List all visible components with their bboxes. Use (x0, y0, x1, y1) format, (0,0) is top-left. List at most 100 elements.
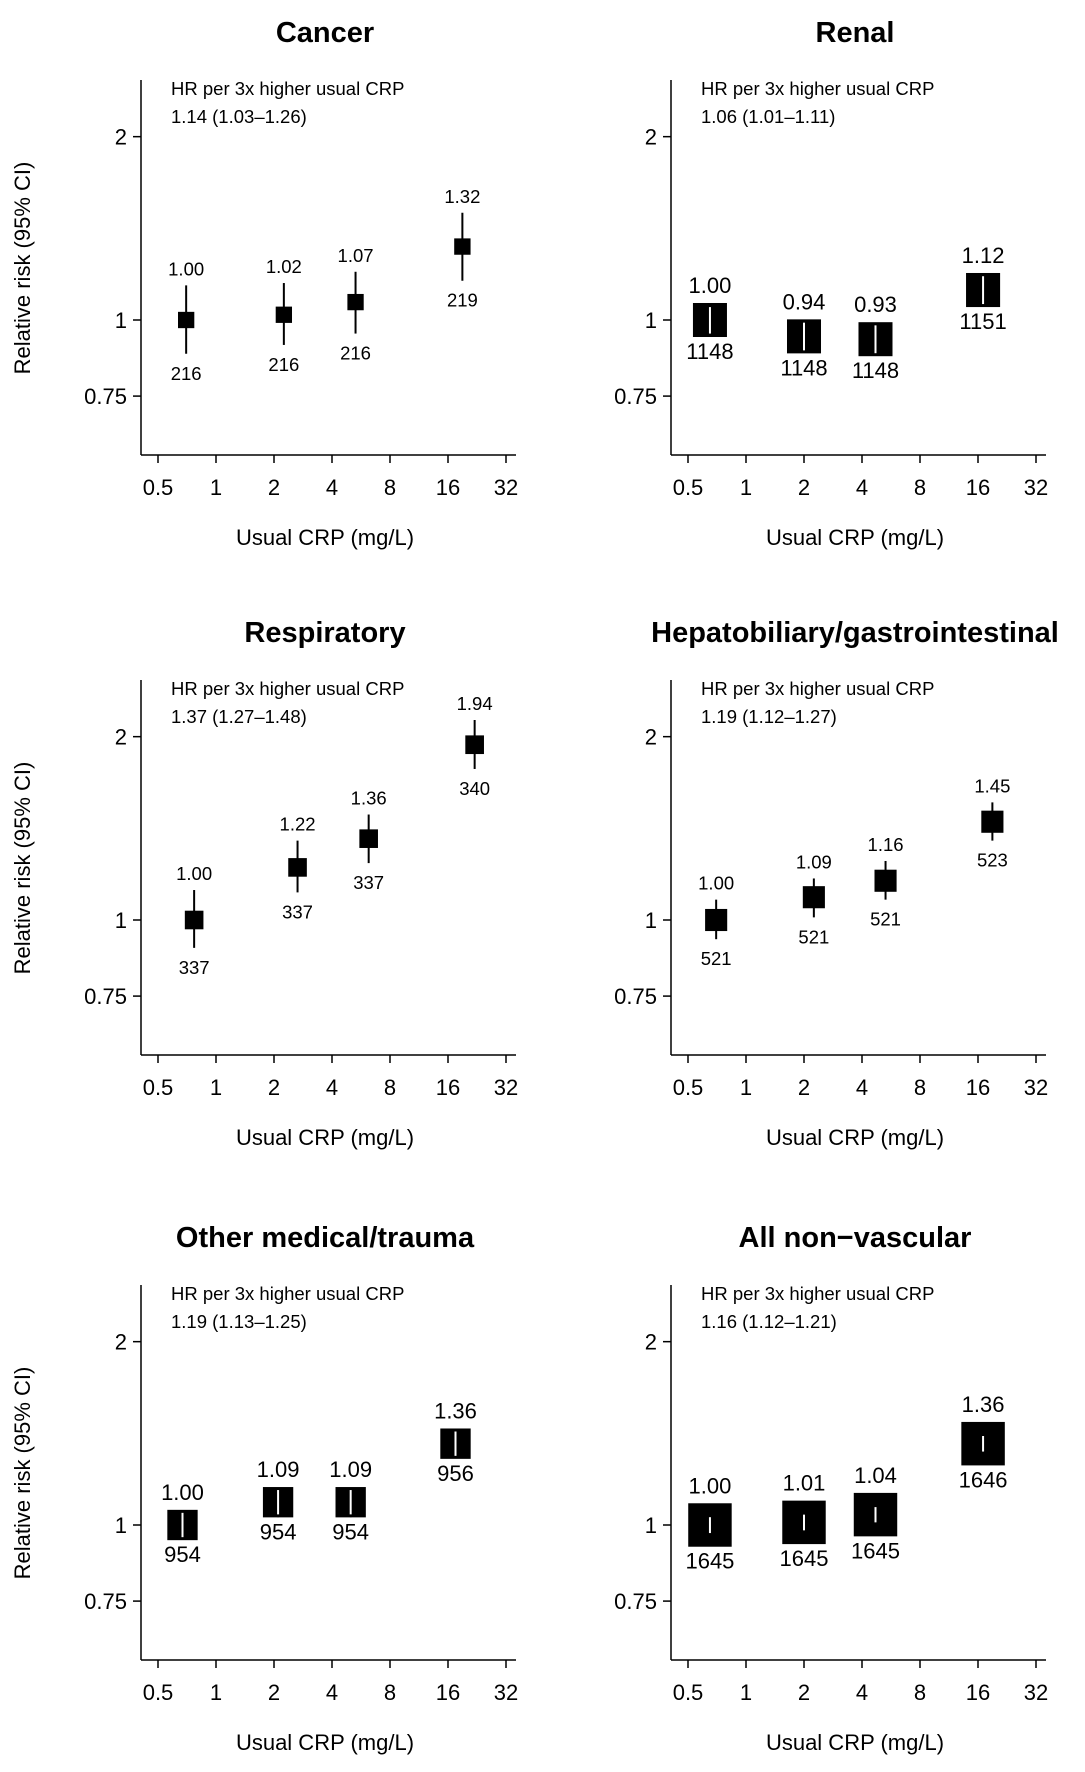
point-marker (275, 306, 293, 323)
y-tick-label: 1 (115, 1513, 127, 1538)
x-tick-label: 4 (326, 475, 338, 500)
x-tick-label: 32 (1024, 475, 1048, 500)
point-n-label: 337 (179, 957, 210, 978)
point-value-label: 1.00 (689, 273, 732, 298)
point-value-label: 1.00 (689, 1473, 732, 1498)
chart-panel: Cancer 0.75 1 2 0.5 1 2 4 8 16 32 Usual CRP (mg/L) R… (10, 17, 518, 550)
x-axis-label: Usual CRP (mg/L) (766, 525, 944, 550)
y-tick-label: 0.75 (84, 1589, 127, 1614)
point-n-label: 216 (268, 354, 299, 375)
point-marker (359, 829, 378, 848)
x-tick-label: 2 (798, 1680, 810, 1705)
x-tick-label: 4 (326, 1075, 338, 1100)
chart-panel: Respiratory 0.75 1 2 0.5 1 2 4 8 16 32 Usual CRP (m… (10, 617, 518, 1150)
point-n-label: 337 (353, 872, 384, 893)
x-tick-label: 2 (268, 475, 280, 500)
x-tick-label: 16 (966, 1075, 990, 1100)
panel-title: Hepatobiliary/gastrointestinal (651, 617, 1059, 649)
point-marker (178, 311, 195, 329)
x-tick-label: 4 (856, 1075, 868, 1100)
hr-annotation: 1.16 (1.12–1.21) (701, 1311, 837, 1332)
x-tick-label: 8 (914, 475, 926, 500)
x-tick-label: 32 (494, 475, 518, 500)
point-n-label: 337 (282, 901, 313, 922)
point-n-label: 1645 (851, 1538, 900, 1563)
y-tick-label: 1 (645, 308, 657, 333)
point-value-label: 1.04 (854, 1463, 897, 1488)
x-tick-label: 8 (384, 475, 396, 500)
x-tick-label: 2 (798, 1075, 810, 1100)
y-tick-label: 1 (645, 1513, 657, 1538)
y-axis-label: Relative risk (95% CI) (10, 762, 35, 975)
point-value-label: 1.36 (962, 1392, 1005, 1417)
x-tick-label: 1 (210, 1680, 222, 1705)
x-tick-label: 0.5 (143, 475, 174, 500)
point-n-label: 954 (332, 1519, 369, 1544)
point-marker (288, 858, 307, 877)
point-marker (184, 910, 204, 930)
y-tick-label: 2 (645, 125, 657, 150)
point-value-label: 1.00 (176, 863, 212, 884)
point-n-label: 1148 (686, 339, 733, 364)
point-n-label: 1148 (780, 355, 827, 380)
hr-annotation: 1.14 (1.03–1.26) (171, 106, 307, 127)
x-tick-label: 1 (210, 1075, 222, 1100)
point-value-label: 1.09 (329, 1457, 372, 1482)
point-n-label: 521 (870, 909, 901, 930)
point-value-label: 1.16 (868, 834, 904, 855)
y-axis-label: Relative risk (95% CI) (10, 1367, 35, 1580)
point-n-label: 954 (164, 1542, 201, 1567)
y-tick-label: 0.75 (614, 984, 657, 1009)
y-tick-label: 2 (115, 1330, 127, 1355)
x-tick-label: 2 (268, 1680, 280, 1705)
point-value-label: 1.00 (698, 873, 734, 894)
point-value-label: 1.01 (783, 1471, 826, 1496)
x-axis-label: Usual CRP (mg/L) (766, 1730, 944, 1755)
y-tick-label: 2 (645, 725, 657, 750)
point-value-label: 1.22 (280, 814, 316, 835)
y-tick-label: 0.75 (614, 384, 657, 409)
point-value-label: 0.94 (783, 289, 826, 314)
hr-annotation: HR per 3x higher usual CRP (701, 678, 934, 699)
hr-annotation: HR per 3x higher usual CRP (701, 78, 934, 99)
x-tick-label: 1 (210, 475, 222, 500)
point-n-label: 954 (260, 1519, 297, 1544)
point-value-label: 0.93 (854, 292, 897, 317)
point-n-label: 521 (798, 926, 829, 947)
x-tick-label: 16 (436, 1680, 460, 1705)
x-tick-label: 32 (1024, 1680, 1048, 1705)
point-marker (465, 735, 484, 755)
point-n-label: 219 (447, 290, 478, 311)
point-n-label: 216 (340, 343, 371, 364)
x-tick-label: 0.5 (673, 475, 704, 500)
y-axis-label: Relative risk (95% CI) (10, 162, 35, 375)
point-n-label: 1646 (959, 1467, 1008, 1492)
point-value-label: 1.36 (434, 1398, 477, 1423)
point-n-label: 216 (171, 363, 202, 384)
x-tick-label: 8 (384, 1680, 396, 1705)
point-marker (705, 908, 728, 932)
x-tick-label: 32 (494, 1075, 518, 1100)
hr-annotation: HR per 3x higher usual CRP (171, 678, 404, 699)
hr-annotation: HR per 3x higher usual CRP (701, 1283, 934, 1304)
x-tick-label: 8 (384, 1075, 396, 1100)
point-marker (981, 810, 1004, 833)
point-value-label: 1.00 (161, 1480, 204, 1505)
x-tick-label: 1 (740, 475, 752, 500)
y-tick-label: 0.75 (84, 384, 127, 409)
x-tick-label: 8 (914, 1075, 926, 1100)
chart-panel: Renal 0.75 1 2 0.5 1 2 4 8 16 32 Usual CRP (mg/L) HR… (614, 17, 1048, 550)
x-tick-label: 2 (268, 1075, 280, 1100)
point-n-label: 1148 (852, 358, 899, 383)
x-tick-label: 4 (856, 475, 868, 500)
chart-panel: Other medical/trauma 0.75 1 2 0.5 1 2 4 8 16 32 Usu… (10, 1222, 518, 1755)
panel-title: All non−vascular (739, 1222, 972, 1254)
point-marker (454, 238, 471, 255)
y-tick-label: 0.75 (614, 1589, 657, 1614)
y-tick-label: 2 (645, 1330, 657, 1355)
point-value-label: 1.00 (168, 258, 204, 279)
x-axis-label: Usual CRP (mg/L) (236, 1125, 414, 1150)
point-value-label: 1.09 (257, 1457, 300, 1482)
y-tick-label: 0.75 (84, 984, 127, 1009)
